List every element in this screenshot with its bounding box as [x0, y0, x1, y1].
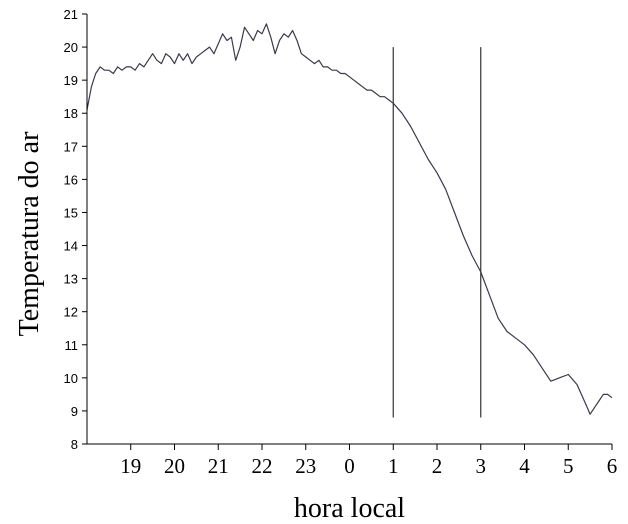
x-tick-label: 4	[519, 454, 530, 478]
y-tick-label: 12	[64, 305, 78, 320]
x-tick-label: 5	[563, 454, 574, 478]
x-tick-label: 3	[476, 454, 487, 478]
x-tick-label: 1	[388, 454, 399, 478]
y-tick-label: 16	[64, 172, 78, 187]
y-axis-label: Temperatura do ar	[14, 131, 45, 336]
y-tick-label: 9	[71, 404, 78, 419]
x-tick-label: 23	[295, 454, 316, 478]
x-tick-label: 22	[252, 454, 273, 478]
y-tick-label: 18	[64, 106, 78, 121]
y-tick-label: 20	[64, 40, 78, 55]
x-tick-label: 0	[344, 454, 355, 478]
y-tick-label: 21	[64, 7, 78, 22]
x-tick-label: 20	[164, 454, 185, 478]
y-tick-label: 19	[64, 73, 78, 88]
y-tick-label: 11	[65, 338, 79, 353]
y-tick-label: 15	[64, 205, 78, 220]
x-tick-label: 6	[607, 454, 618, 478]
plot-area	[86, 23, 613, 418]
x-tick-label: 21	[208, 454, 229, 478]
y-tick-label: 17	[64, 139, 78, 154]
temperature-series-line	[86, 23, 613, 415]
x-tick-label: 19	[120, 454, 141, 478]
x-tick-label: 2	[432, 454, 443, 478]
y-tick-label: 13	[64, 272, 78, 287]
y-tick-label: 14	[64, 239, 78, 254]
x-axis-label: hora local	[294, 493, 405, 524]
y-tick-label: 10	[64, 371, 78, 386]
y-tick-label: 8	[71, 437, 78, 452]
